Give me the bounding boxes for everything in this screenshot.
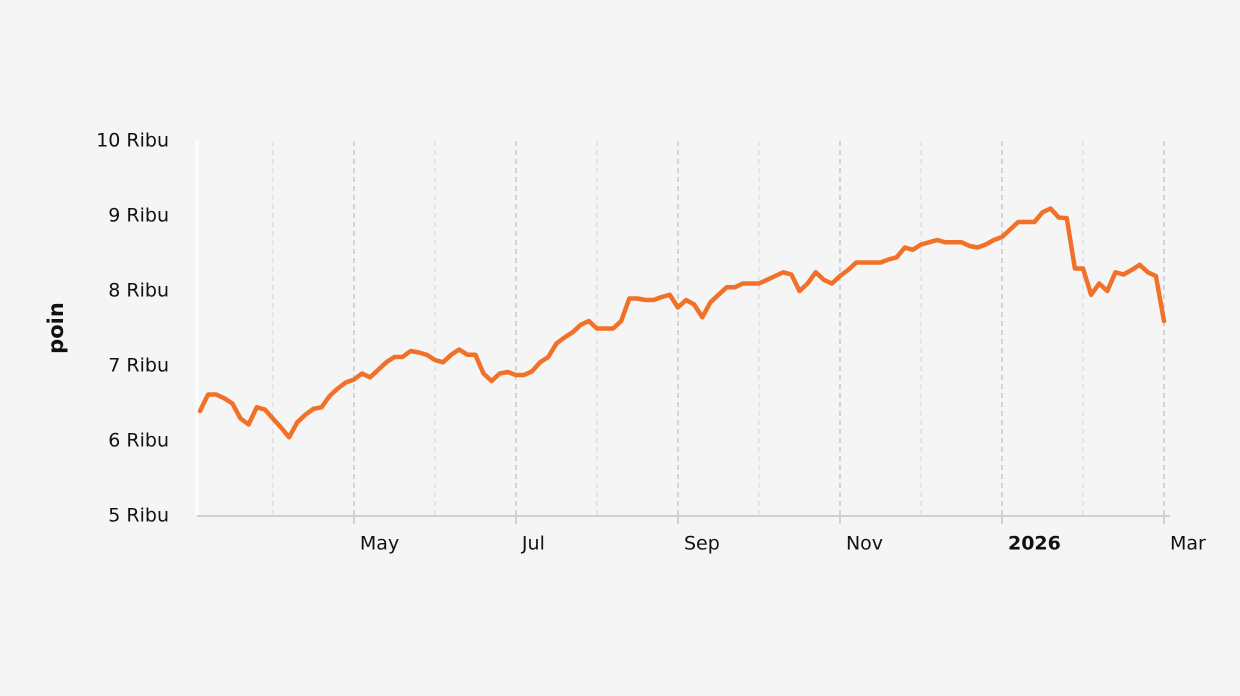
y-tick-label: 10 Ribu: [96, 130, 169, 152]
y-tick-label: 9 Ribu: [108, 205, 169, 227]
y-tick-label: 8 Ribu: [108, 280, 169, 302]
y-tick-label: 7 Ribu: [108, 355, 169, 377]
x-tick-label: Nov: [846, 533, 883, 555]
x-tick-label: Sep: [684, 533, 720, 555]
x-tick-label: Jul: [521, 533, 545, 555]
x-tick-label: May: [360, 533, 399, 555]
y-axis-title: poin: [44, 302, 68, 354]
y-tick-label: 5 Ribu: [108, 505, 169, 527]
y-tick-label: 6 Ribu: [108, 430, 169, 452]
line: [197, 206, 1167, 440]
x-tick-label: Mar: [1170, 533, 1206, 555]
x-tick-label: 2026: [1008, 533, 1061, 555]
